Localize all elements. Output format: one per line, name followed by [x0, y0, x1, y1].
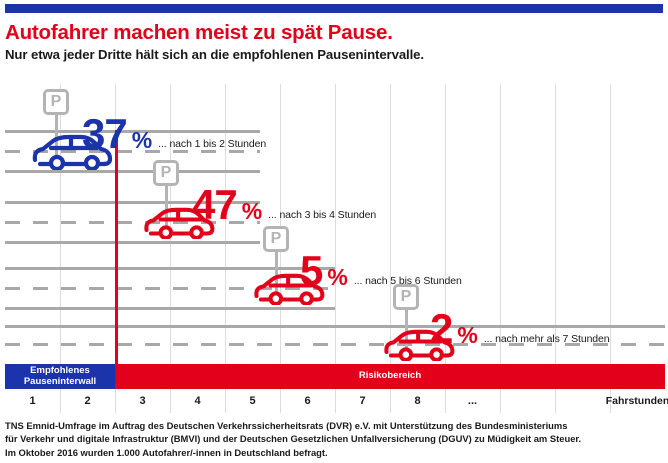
grid-line-v	[335, 84, 336, 364]
value-label-1: 37 % ... nach 1 bis 2 Stunden	[82, 113, 267, 154]
road-band-1	[5, 130, 260, 173]
value-unit-1: %	[131, 127, 153, 153]
road-edge-bottom	[5, 307, 335, 310]
chart-area: P 37 % ... nach 1 bis 2 Stunden	[5, 84, 665, 364]
axis-tick-11	[555, 389, 611, 413]
top-accent-bar	[5, 4, 663, 13]
road-edge-top	[5, 325, 665, 328]
source-note: TNS Emnid-Umfrage im Auftrag des Deutsch…	[5, 419, 645, 459]
value-unit-4: %	[457, 322, 478, 348]
grid-line-v	[390, 84, 391, 364]
road-center-dash	[5, 221, 260, 224]
road-band-4	[5, 325, 665, 364]
zone-recommended-line2: Pauseninterwall	[23, 375, 97, 387]
value-label-3: 5 % ... nach 5 bis 6 Stunden	[300, 247, 462, 294]
axis-tick-9: ...	[445, 389, 501, 413]
parking-sign-icon-3: P	[263, 226, 289, 293]
road-edge-top	[5, 267, 335, 270]
car-icon-4	[383, 329, 455, 366]
parking-sign-icon-2: P	[153, 160, 179, 227]
source-note-line2: für Verkehr und digitale Infrastruktur (…	[5, 433, 582, 445]
value-label-2: 47 % ... nach 3 bis 4 Stunden	[192, 184, 377, 225]
zone-legend-bar: Empfohlenes Pauseninterwall Risikobereic…	[5, 364, 665, 389]
value-unit-2: %	[241, 198, 263, 224]
road-band-3	[5, 267, 335, 310]
axis-tick-8: 8	[390, 389, 446, 413]
x-axis: 1 2 3 4 5 6 7 8 ... Fahrstunden	[5, 389, 668, 413]
parking-sign-pole	[164, 186, 168, 227]
source-note-line1: TNS Emnid-Umfrage im Auftrag des Deutsch…	[5, 420, 568, 431]
road-band-2	[5, 201, 260, 244]
zone-recommended: Empfohlenes Pauseninterwall	[5, 364, 115, 389]
value-number-4: 2	[430, 305, 453, 352]
road-center-dash	[5, 150, 260, 153]
axis-tick-5: 5	[225, 389, 281, 413]
road-center-dash	[5, 287, 335, 290]
axis-tick-1: 1	[5, 389, 61, 413]
value-note-1: ... nach 1 bis 2 Stunden	[158, 138, 267, 150]
grid-line-v	[280, 84, 281, 364]
page-title: Autofahrer machen meist zu spät Pause.	[5, 21, 393, 44]
parking-sign-icon-1: P	[43, 89, 69, 156]
road-edge-bottom	[5, 170, 260, 173]
axis-tick-7: 7	[335, 389, 391, 413]
axis-tick-2: 2	[60, 389, 116, 413]
car-icon-1	[31, 134, 113, 175]
value-note-2: ... nach 3 bis 4 Stunden	[268, 209, 377, 221]
grid-line-v	[610, 84, 611, 364]
value-number-3: 5	[300, 247, 323, 294]
parking-sign-pole	[404, 310, 408, 351]
grid-line-v	[555, 84, 556, 364]
axis-tick-10	[500, 389, 556, 413]
car-icon-2	[143, 207, 215, 244]
value-label-4: 2 % ... nach mehr als 7 Stunden	[430, 305, 610, 352]
value-note-4: ... nach mehr als 7 Stunden	[483, 333, 610, 345]
road-edge-bottom	[5, 241, 260, 244]
value-note-3: ... nach 5 bis 6 Stunden	[353, 275, 462, 287]
parking-sign-pole	[54, 115, 58, 156]
grid-line-v	[225, 84, 226, 364]
value-unit-3: %	[327, 264, 348, 290]
axis-tick-3: 3	[115, 389, 171, 413]
zone-risk-label: Risikobereich	[358, 370, 422, 382]
axis-tick-6: 6	[280, 389, 336, 413]
grid-line-v	[445, 84, 446, 364]
axis-tick-4: 4	[170, 389, 226, 413]
parking-sign-pole	[274, 252, 278, 293]
page-subtitle: Nur etwa jeder Dritte hält sich an die e…	[5, 47, 424, 62]
grid-line-v	[170, 84, 171, 364]
road-edge-top	[5, 201, 260, 204]
zone-recommended-line1: Empfohlenes	[30, 364, 90, 376]
risk-threshold-line	[115, 130, 118, 364]
car-icon-3	[253, 273, 325, 310]
parking-sign-icon-4: P	[393, 284, 419, 351]
parking-sign-label: P	[393, 284, 419, 310]
axis-unit-label: Fahrstunden	[605, 395, 668, 407]
parking-sign-label: P	[153, 160, 179, 186]
road-center-dash	[5, 343, 665, 346]
zone-risk: Risikobereich	[115, 364, 665, 389]
grid-line-v	[500, 84, 501, 364]
grid-line-v	[60, 84, 61, 364]
parking-sign-label: P	[263, 226, 289, 252]
road-edge-top	[5, 130, 260, 133]
parking-sign-label: P	[43, 89, 69, 115]
source-note-line3: Im Oktober 2016 wurden 1.000 Autofahrer/…	[5, 446, 328, 458]
